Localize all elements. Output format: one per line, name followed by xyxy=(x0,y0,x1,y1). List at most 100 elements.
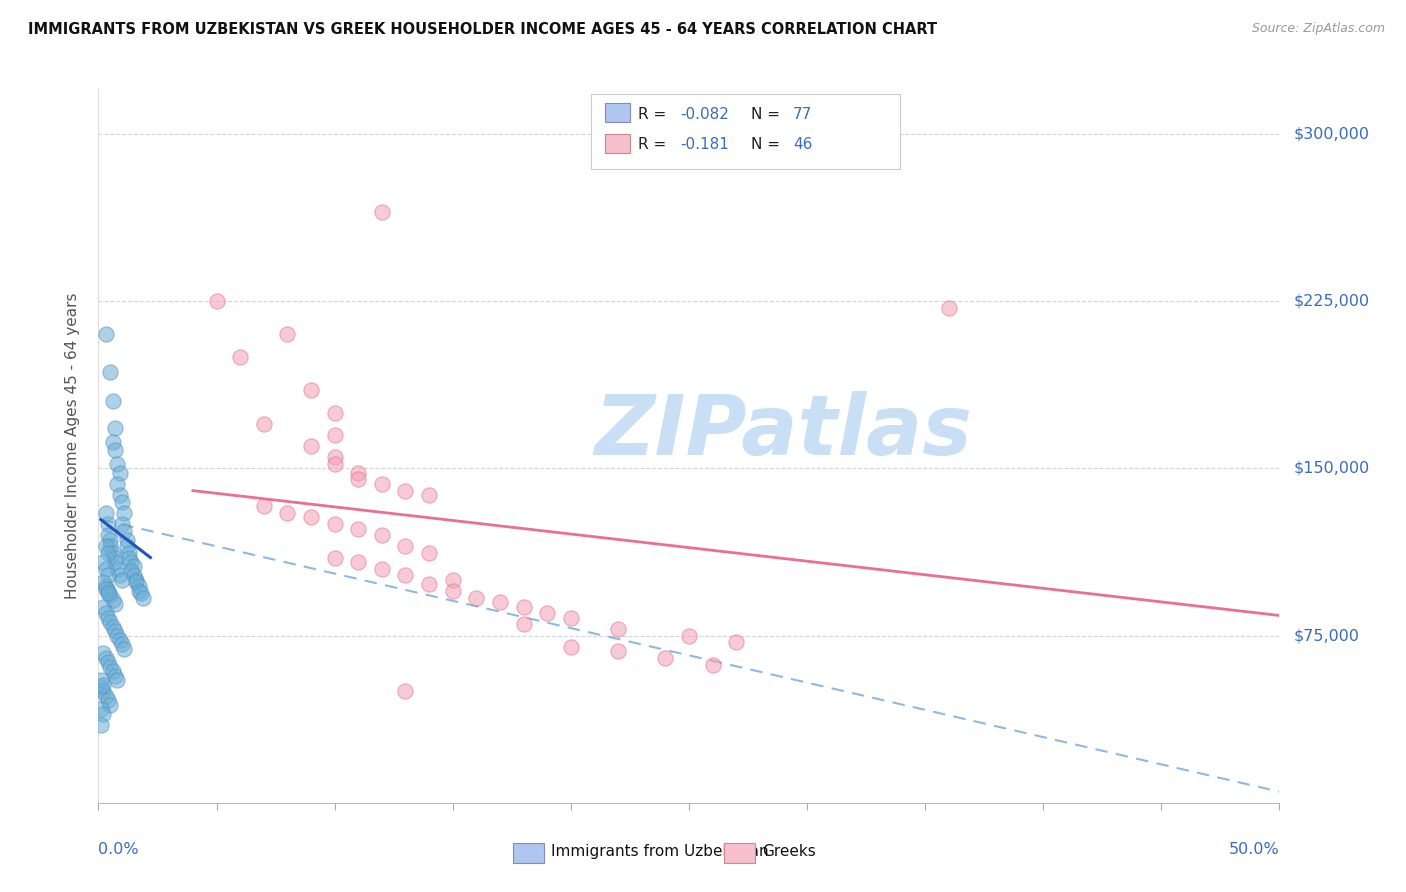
Point xyxy=(105,457,128,471)
Text: Immigrants from Uzbekistan: Immigrants from Uzbekistan xyxy=(551,845,769,859)
Point xyxy=(97,610,120,624)
Point xyxy=(111,637,134,651)
Point xyxy=(98,533,121,547)
Y-axis label: Householder Income Ages 45 - 64 years: Householder Income Ages 45 - 64 years xyxy=(65,293,80,599)
Point xyxy=(94,607,117,621)
Point xyxy=(97,693,120,707)
Point xyxy=(205,293,228,308)
Point xyxy=(560,610,582,624)
Point xyxy=(112,506,135,520)
Point xyxy=(94,539,117,553)
Text: $150,000: $150,000 xyxy=(1294,461,1369,475)
Point xyxy=(97,586,120,600)
Point xyxy=(418,577,440,591)
Point xyxy=(125,573,148,587)
Point xyxy=(371,528,394,542)
Point xyxy=(104,555,127,569)
Text: ZIPatlas: ZIPatlas xyxy=(595,392,973,472)
Point xyxy=(90,680,112,694)
Point xyxy=(98,698,121,712)
Point xyxy=(91,684,114,698)
Point xyxy=(347,466,370,480)
Point xyxy=(104,421,127,435)
Point xyxy=(394,568,416,582)
Point xyxy=(101,546,124,560)
Text: -0.181: -0.181 xyxy=(681,137,730,153)
Point xyxy=(112,524,135,538)
Point xyxy=(536,607,558,621)
Point xyxy=(299,439,322,453)
Point xyxy=(98,615,121,630)
Point xyxy=(108,633,131,648)
Point xyxy=(299,510,322,524)
Point xyxy=(98,589,121,603)
Point xyxy=(97,568,120,582)
Point xyxy=(111,494,134,508)
Point xyxy=(394,684,416,698)
Text: 77: 77 xyxy=(793,107,813,122)
Point xyxy=(121,555,143,569)
Text: R =: R = xyxy=(638,107,672,122)
Point xyxy=(253,417,276,431)
Point xyxy=(94,580,117,594)
Text: 0.0%: 0.0% xyxy=(98,842,139,857)
Point xyxy=(104,443,127,458)
Point xyxy=(105,562,128,576)
Point xyxy=(122,568,145,582)
Point xyxy=(104,624,127,639)
Point xyxy=(108,466,131,480)
Point xyxy=(938,301,960,315)
Text: -0.082: -0.082 xyxy=(681,107,730,122)
Point xyxy=(347,521,370,535)
Text: Greeks: Greeks xyxy=(762,845,815,859)
Point xyxy=(98,660,121,674)
Point xyxy=(94,327,117,342)
Point xyxy=(465,591,488,605)
Point xyxy=(108,568,131,582)
Point xyxy=(91,646,114,660)
Point xyxy=(91,599,114,614)
Point xyxy=(654,651,676,665)
Point xyxy=(276,506,298,520)
Point xyxy=(323,405,346,419)
Point xyxy=(702,657,724,672)
Point xyxy=(489,595,512,609)
Text: $75,000: $75,000 xyxy=(1294,628,1360,643)
Point xyxy=(347,555,370,569)
Point xyxy=(323,457,346,471)
Point xyxy=(97,528,120,542)
Point xyxy=(97,583,120,598)
Point xyxy=(91,706,114,721)
Point xyxy=(101,619,124,633)
Point xyxy=(132,591,155,605)
Point xyxy=(394,483,416,498)
Point xyxy=(678,628,700,642)
Point xyxy=(94,651,117,665)
Point xyxy=(276,327,298,342)
Point xyxy=(94,506,117,520)
Point xyxy=(108,488,131,502)
Text: Source: ZipAtlas.com: Source: ZipAtlas.com xyxy=(1251,22,1385,36)
Point xyxy=(105,673,128,687)
Text: N =: N = xyxy=(751,137,785,153)
Point xyxy=(253,500,276,514)
Point xyxy=(101,664,124,678)
Point xyxy=(418,488,440,502)
Point xyxy=(101,394,124,409)
Point xyxy=(104,669,127,683)
Point xyxy=(229,350,252,364)
Point xyxy=(118,546,141,560)
Point xyxy=(560,640,582,654)
Point xyxy=(725,635,748,649)
Point xyxy=(129,586,152,600)
Point xyxy=(299,384,322,398)
Point xyxy=(323,427,346,442)
Text: R =: R = xyxy=(638,137,672,153)
Point xyxy=(97,655,120,669)
Point xyxy=(98,366,121,380)
Point xyxy=(115,539,138,553)
Point xyxy=(111,517,134,532)
Point xyxy=(97,546,120,560)
Point xyxy=(115,533,138,547)
Point xyxy=(512,599,534,614)
